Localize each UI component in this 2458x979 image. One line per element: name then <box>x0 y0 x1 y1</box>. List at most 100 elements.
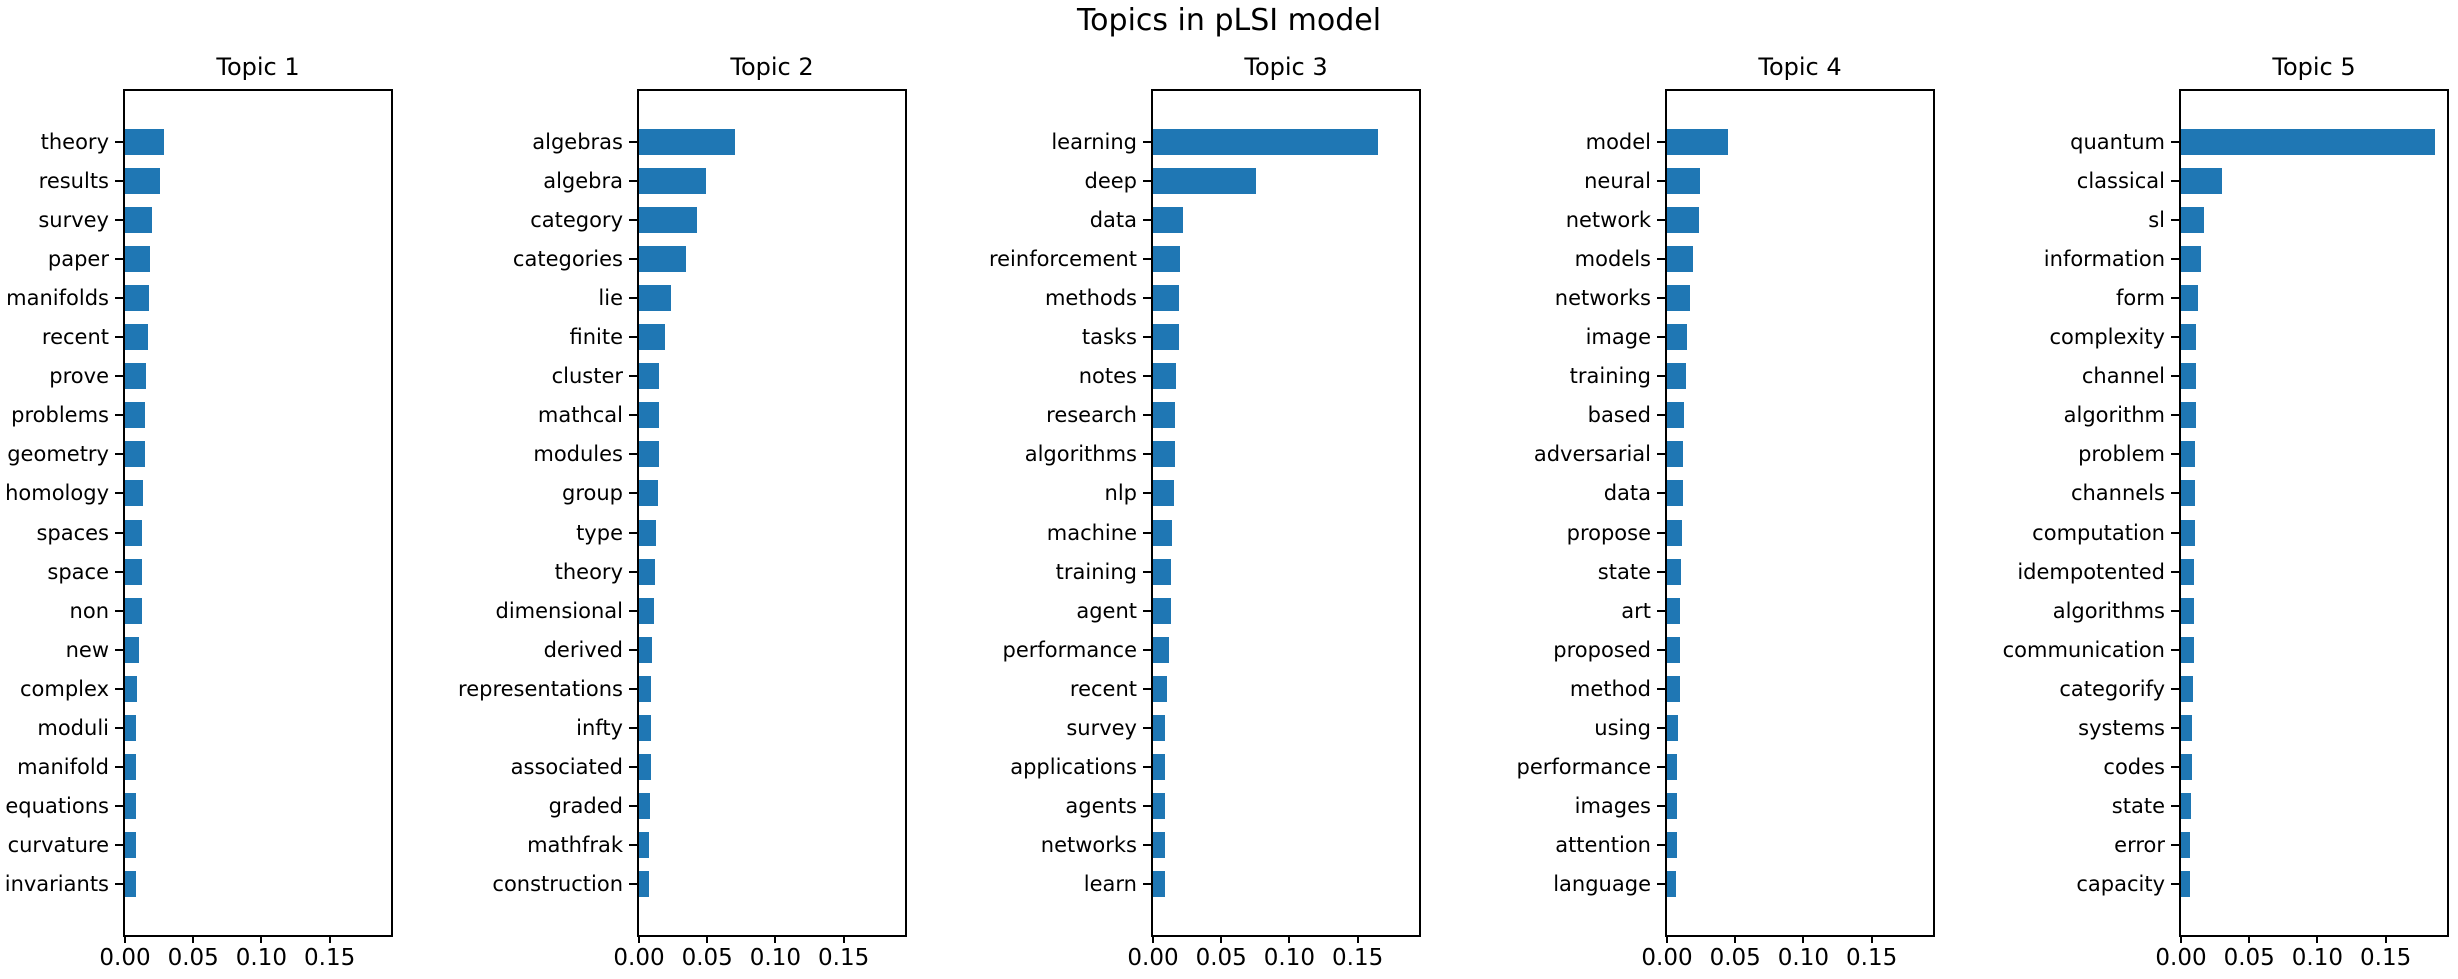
bar-row: training <box>1056 558 1419 585</box>
bar <box>1667 246 1693 273</box>
axes-box: learning deep data reinforcement methods… <box>989 89 1421 971</box>
y-tick-mark <box>115 726 123 729</box>
category-label: new <box>65 637 109 662</box>
bar-row: non <box>70 597 391 624</box>
bar <box>125 129 164 155</box>
category-label: networks <box>1554 286 1651 311</box>
bar <box>125 480 143 507</box>
axes-box: algebras algebra category categories lie… <box>458 89 907 971</box>
bar <box>125 519 142 546</box>
subplot-topic-3: Topic 3 learning deep data reinforcement… <box>989 53 1421 971</box>
x-tick-label: 0.00 <box>2155 945 2207 971</box>
bar-row: problems <box>11 402 391 429</box>
bar <box>125 558 142 585</box>
bar-row: construction <box>492 870 905 897</box>
category-label: models <box>1574 247 1651 272</box>
bar <box>125 168 160 195</box>
bar <box>1667 792 1677 819</box>
category-label: homology <box>5 481 109 506</box>
category-label: complex <box>20 676 109 701</box>
category-label: spaces <box>36 520 109 545</box>
bar <box>639 402 659 429</box>
bar-row: category <box>530 207 905 234</box>
bar-row: spaces <box>36 519 391 546</box>
category-label: group <box>562 481 623 506</box>
bar <box>639 714 651 741</box>
y-tick-mark <box>629 726 637 729</box>
category-label: infty <box>576 715 623 740</box>
bar-row: language <box>1553 870 1933 897</box>
category-label: derived <box>543 637 623 662</box>
category-label: using <box>1594 715 1651 740</box>
category-label: finite <box>569 325 623 350</box>
x-tick-mark <box>1802 935 1805 943</box>
category-label: recent <box>41 325 109 350</box>
y-tick-mark <box>115 141 123 143</box>
bar <box>1153 324 1179 351</box>
y-tick-mark <box>2171 609 2179 612</box>
y-tick-mark <box>629 141 637 143</box>
subplot-title: Topic 3 <box>1244 53 1328 81</box>
y-tick-mark <box>1143 531 1151 534</box>
y-tick-mark <box>1657 414 1665 417</box>
bar-row: deep <box>1085 168 1419 195</box>
bar-row: recent <box>42 324 391 351</box>
bar-row: space <box>47 558 391 585</box>
bar <box>125 597 142 624</box>
bar-row: based <box>1588 402 1933 429</box>
subplot-topic-4: Topic 4 model neural network models netw… <box>1517 53 1935 971</box>
bar-row: method <box>1570 675 1933 702</box>
bar <box>1153 168 1256 195</box>
x-tick-label: 0.05 <box>681 945 733 971</box>
category-label: categorify <box>2059 676 2165 701</box>
bar <box>1153 441 1175 468</box>
bar-row: quantum <box>2070 129 2447 155</box>
bar-row: homology <box>5 480 391 507</box>
bar-row: machine <box>1047 519 1419 546</box>
subplot-topic-2: Topic 2 algebras algebra category catego… <box>458 53 907 971</box>
category-label: results <box>38 169 109 194</box>
bar <box>1667 168 1700 195</box>
y-tick-mark <box>115 648 123 651</box>
bar <box>125 831 136 858</box>
y-tick-mark <box>1657 804 1665 807</box>
bar <box>2181 714 2192 741</box>
bar <box>2181 324 2196 351</box>
bar <box>639 207 697 234</box>
category-label: geometry <box>7 442 109 467</box>
y-tick-mark <box>1657 375 1665 378</box>
bar-row: curvature <box>8 831 391 858</box>
y-tick-mark <box>2171 492 2179 495</box>
bar-row: networks <box>1041 831 1419 858</box>
x-tick-label: 0.00 <box>1127 945 1179 971</box>
bar <box>125 636 139 663</box>
bar-row: algorithms <box>1025 441 1419 468</box>
bar-row: tasks <box>1082 324 1419 351</box>
y-tick-mark <box>2171 375 2179 378</box>
bar-row: reinforcement <box>989 246 1419 273</box>
bar-row: state <box>1598 558 1933 585</box>
y-tick-mark <box>2171 882 2179 885</box>
y-tick-mark <box>2171 258 2179 261</box>
bar <box>1667 519 1682 546</box>
y-tick-mark <box>2171 843 2179 846</box>
y-tick-mark <box>1143 453 1151 456</box>
bar <box>1667 480 1683 507</box>
bar-row: methods <box>1045 285 1419 312</box>
bar <box>639 636 652 663</box>
bar-row: moduli <box>37 714 391 741</box>
x-tick-label: 0.10 <box>2291 945 2344 971</box>
y-tick-mark <box>115 375 123 378</box>
x-tick-mark <box>706 935 709 943</box>
y-tick-mark <box>115 609 123 612</box>
x-tick-label: 0.15 <box>1846 945 1898 971</box>
y-tick-mark <box>629 375 637 378</box>
y-tick-mark <box>1143 843 1151 846</box>
bar-row: classical <box>2077 168 2447 195</box>
x-tick-mark <box>260 935 263 943</box>
x-tick-mark <box>1356 935 1359 943</box>
x-tick-mark <box>774 935 777 943</box>
bar-row: problem <box>2078 441 2447 468</box>
bar-row: systems <box>2078 714 2447 741</box>
bar-row: form <box>2116 285 2447 312</box>
